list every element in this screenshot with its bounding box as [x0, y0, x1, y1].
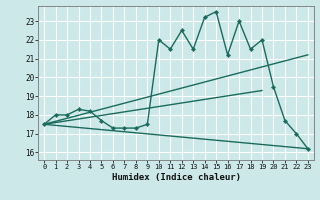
- X-axis label: Humidex (Indice chaleur): Humidex (Indice chaleur): [111, 173, 241, 182]
